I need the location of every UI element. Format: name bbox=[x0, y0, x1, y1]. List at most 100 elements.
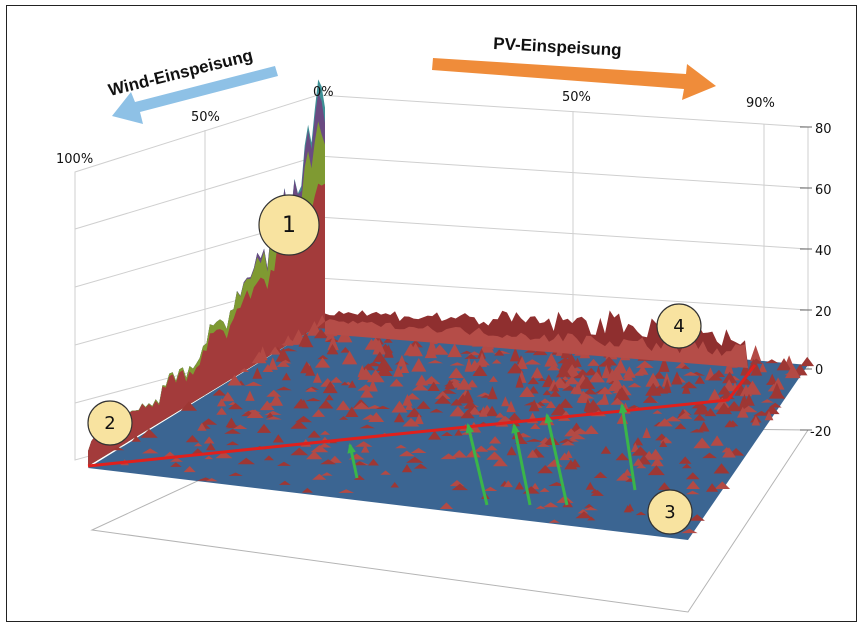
surface-peak bbox=[548, 482, 565, 486]
surface-peak bbox=[281, 372, 291, 381]
surface-peak bbox=[277, 461, 291, 466]
surface-peak bbox=[583, 506, 598, 511]
surface-peak bbox=[206, 442, 216, 451]
surface-peak bbox=[693, 402, 710, 415]
surface-peak bbox=[180, 401, 197, 411]
surface-peak bbox=[597, 386, 613, 395]
surface-peak bbox=[276, 360, 290, 367]
surface-peak bbox=[197, 422, 207, 431]
surface-peak bbox=[750, 362, 763, 376]
surface-peak bbox=[725, 401, 743, 412]
surface-peak bbox=[357, 368, 375, 380]
surface-peak bbox=[401, 464, 413, 473]
surface-peak bbox=[519, 386, 535, 397]
surface-peak bbox=[259, 400, 275, 411]
surface-peak bbox=[530, 367, 544, 379]
surface-peak bbox=[427, 360, 443, 364]
surface-peak bbox=[645, 372, 661, 387]
surface-peak bbox=[710, 435, 724, 446]
surface-peak bbox=[568, 433, 586, 440]
surface-peak bbox=[330, 376, 343, 383]
surface-peak bbox=[531, 482, 540, 490]
surface-peak bbox=[537, 377, 547, 381]
surface-peak bbox=[550, 403, 569, 416]
surface-peak bbox=[494, 349, 505, 356]
surface-peak bbox=[549, 390, 561, 397]
surface-peak bbox=[656, 418, 673, 427]
surface-peak bbox=[376, 358, 394, 371]
surface-peak bbox=[299, 399, 309, 409]
surface-peak bbox=[511, 428, 524, 440]
surface-peak bbox=[448, 367, 465, 379]
pv-tick-50: 50% bbox=[562, 90, 591, 105]
surface-peak bbox=[635, 511, 647, 516]
surface-peak bbox=[264, 410, 282, 415]
surface-peak bbox=[367, 379, 378, 392]
wind-tick-50: 50% bbox=[191, 110, 220, 125]
surface-peak bbox=[412, 383, 429, 391]
surface-peak bbox=[685, 472, 700, 480]
surface-peak bbox=[507, 362, 523, 374]
surface-peak bbox=[686, 480, 700, 489]
surface-peak bbox=[359, 424, 375, 429]
surface-peak bbox=[410, 447, 427, 453]
surface-peak bbox=[429, 408, 444, 413]
surface-peak bbox=[454, 429, 463, 436]
surface-peak bbox=[275, 347, 291, 362]
surface-peak bbox=[262, 364, 274, 372]
surface-peak bbox=[707, 388, 722, 403]
surface-peak bbox=[593, 471, 608, 478]
surface-peak bbox=[430, 344, 449, 355]
surface-peak bbox=[395, 444, 407, 449]
surface-peak bbox=[564, 428, 579, 437]
surface-peak bbox=[447, 343, 462, 358]
surface-peak bbox=[661, 372, 672, 387]
surface-peak bbox=[607, 378, 625, 392]
surface-peak bbox=[405, 401, 414, 410]
surface-peak bbox=[355, 441, 373, 447]
surface-peak bbox=[415, 374, 429, 386]
surface-peak bbox=[575, 511, 593, 519]
surface-peak bbox=[380, 470, 391, 475]
surface-peak bbox=[290, 447, 309, 456]
surface-peak bbox=[318, 399, 334, 409]
surface-peak bbox=[366, 369, 385, 383]
surface-peak bbox=[693, 414, 706, 421]
pv-direction-arrow bbox=[432, 58, 716, 100]
green-arrow-head bbox=[618, 403, 628, 414]
green-arrow-head bbox=[544, 413, 553, 424]
surface-peak bbox=[263, 455, 274, 461]
surface-peak bbox=[627, 382, 642, 388]
surface-peak bbox=[622, 373, 634, 381]
surface-peak bbox=[561, 440, 575, 446]
surface-peak bbox=[391, 400, 408, 413]
surface-peak bbox=[228, 472, 243, 476]
surface-peak bbox=[767, 373, 778, 385]
surface-peak bbox=[306, 450, 323, 460]
surface-peak bbox=[246, 409, 264, 418]
surface-peak bbox=[587, 358, 600, 366]
surface-peak bbox=[647, 465, 665, 476]
green-arrow-head bbox=[347, 443, 356, 454]
marker-2: 2 bbox=[87, 400, 133, 446]
surface-peak bbox=[698, 421, 710, 432]
surface-peak bbox=[472, 364, 488, 376]
surface-peak bbox=[551, 383, 560, 392]
surface-peak bbox=[539, 487, 550, 492]
surface-peak bbox=[523, 359, 542, 365]
z-tick-60: 60 bbox=[815, 183, 832, 198]
surface-peak bbox=[585, 403, 594, 415]
surface-peak bbox=[227, 374, 242, 386]
surface-peak bbox=[441, 431, 453, 436]
surface-peak bbox=[545, 400, 556, 408]
surface-peak bbox=[689, 428, 705, 433]
surface-peak bbox=[737, 398, 749, 411]
surface-peak bbox=[340, 347, 351, 353]
surface-peak bbox=[312, 372, 322, 383]
surface-peak bbox=[364, 338, 379, 350]
surface-peak bbox=[339, 416, 349, 420]
surface-peak bbox=[489, 436, 502, 444]
surface-peak bbox=[361, 363, 376, 371]
surface-peak bbox=[290, 420, 308, 429]
surface-peak bbox=[221, 391, 235, 402]
